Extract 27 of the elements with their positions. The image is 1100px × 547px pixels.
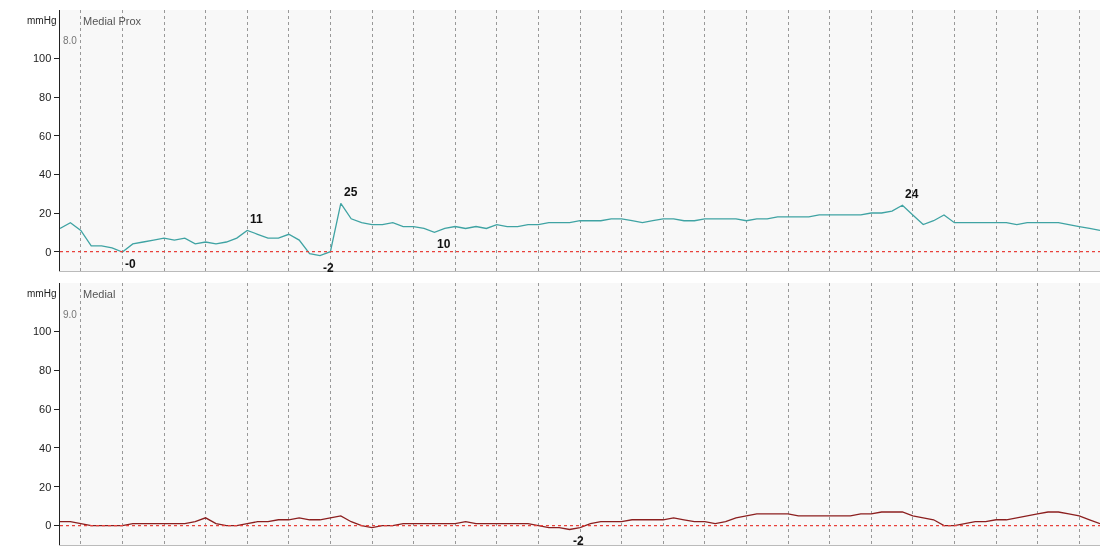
data-label: 25 — [344, 185, 358, 199]
y-tick-label: 0 — [45, 519, 52, 532]
data-label: 11 — [250, 212, 264, 226]
data-label: -2 — [323, 261, 334, 275]
y-tick-label: 20 — [39, 206, 52, 219]
data-label: 24 — [905, 187, 919, 201]
y-tick-label: 40 — [39, 441, 52, 454]
y-tick-label: 100 — [32, 52, 52, 65]
y-axis-title: mmHg — [27, 15, 57, 26]
y-tick-label: 0 — [45, 245, 52, 258]
y-tick-label: 80 — [39, 90, 52, 103]
y-tick-label: 40 — [39, 168, 52, 181]
data-label: 10 — [437, 237, 451, 251]
data-label: -0 — [125, 257, 136, 271]
chart-title: Medial — [83, 288, 116, 300]
y-tick-label: 20 — [39, 480, 52, 493]
line-series — [60, 202, 1100, 257]
text: Medial Prox — [83, 15, 142, 27]
line-series — [60, 511, 1100, 531]
y-axis-title: mmHg — [27, 288, 57, 299]
y-tick-label: 80 — [39, 364, 52, 377]
y-tick-label: 60 — [39, 403, 52, 415]
y-tick-label: 100 — [32, 325, 52, 338]
annotation: 8.0 — [63, 35, 78, 46]
y-tick-label: 60 — [39, 129, 52, 142]
annotation: 9.0 — [63, 309, 78, 320]
data-label: -2 — [573, 534, 584, 547]
